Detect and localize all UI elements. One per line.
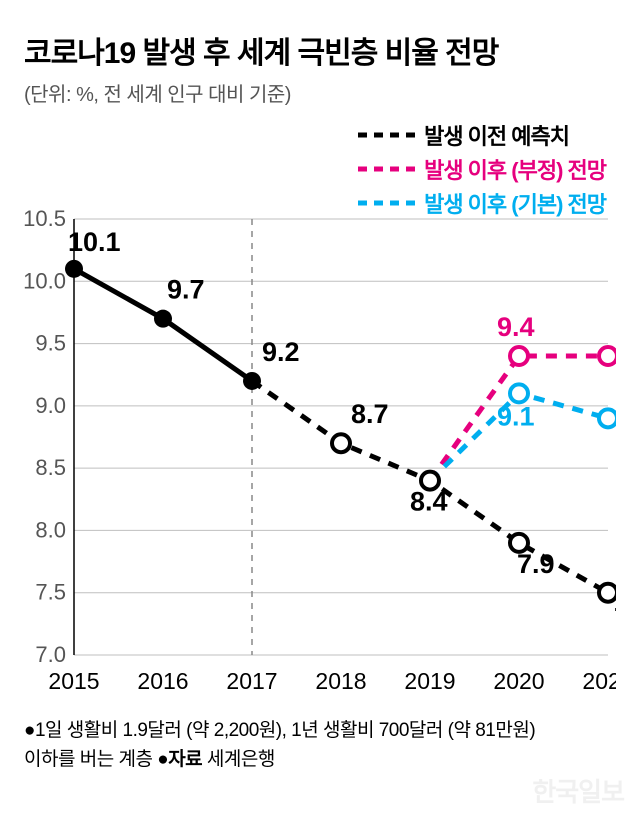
chart-subtitle: (단위: %, 전 세계 인구 대비 기준) [24,78,616,107]
chart-area: 발생 이전 예측치 발생 이후 (부정) 전망 발생 이후 (기본) 전망 7.… [24,119,616,699]
svg-text:9.2: 9.2 [262,337,300,367]
legend: 발생 이전 예측치 발생 이후 (부정) 전망 발생 이후 (기본) 전망 [358,119,606,221]
svg-text:2017: 2017 [226,668,277,694]
legend-swatch-neg [358,164,416,174]
svg-text:8.0: 8.0 [35,517,66,542]
svg-text:9.5: 9.5 [35,331,66,356]
svg-text:7.0: 7.0 [35,642,66,667]
svg-text:2018: 2018 [315,668,366,694]
legend-item-neg: 발생 이후 (부정) 전망 [358,153,606,185]
svg-text:9.1: 9.1 [497,401,535,431]
legend-label-neg: 발생 이후 (부정) 전망 [424,153,606,185]
svg-text:9.0: 9.0 [35,393,66,418]
svg-text:7.9: 7.9 [517,549,555,579]
svg-text:8.7: 8.7 [351,399,389,429]
footnote-line2: 이하를 버는 계층 ●자료 세계은행 [24,746,616,775]
svg-text:2015: 2015 [48,668,99,694]
svg-text:2019: 2019 [404,668,455,694]
chart-title: 코로나19 발생 후 세계 극빈층 비율 전망 [24,28,616,72]
svg-text:10.0: 10.0 [24,268,66,293]
svg-text:9.4: 9.4 [497,312,535,342]
svg-text:9.7: 9.7 [167,275,205,305]
legend-item-base: 발생 이후 (기본) 전망 [358,187,606,219]
legend-swatch-base [358,198,416,208]
svg-text:2020: 2020 [493,668,544,694]
footnote: ●1일 생활비 1.9달러 (약 2,200원), 1년 생활비 700달러 (… [24,717,616,774]
svg-text:2021: 2021 [582,668,616,694]
svg-text:10.5: 10.5 [24,206,66,231]
legend-item-pre: 발생 이전 예측치 [358,119,606,151]
svg-text:8.4: 8.4 [410,487,448,517]
svg-text:10.1: 10.1 [68,227,121,257]
watermark: 한국일보 [532,772,624,809]
svg-text:7.5: 7.5 [35,580,66,605]
svg-text:8.5: 8.5 [35,455,66,480]
svg-text:7.5: 7.5 [614,603,616,633]
legend-label-base: 발생 이후 (기본) 전망 [424,187,606,219]
footnote-line1: ●1일 생활비 1.9달러 (약 2,200원), 1년 생활비 700달러 (… [24,717,616,746]
legend-swatch-pre [358,130,416,140]
legend-label-pre: 발생 이전 예측치 [424,119,569,151]
svg-text:2016: 2016 [137,668,188,694]
